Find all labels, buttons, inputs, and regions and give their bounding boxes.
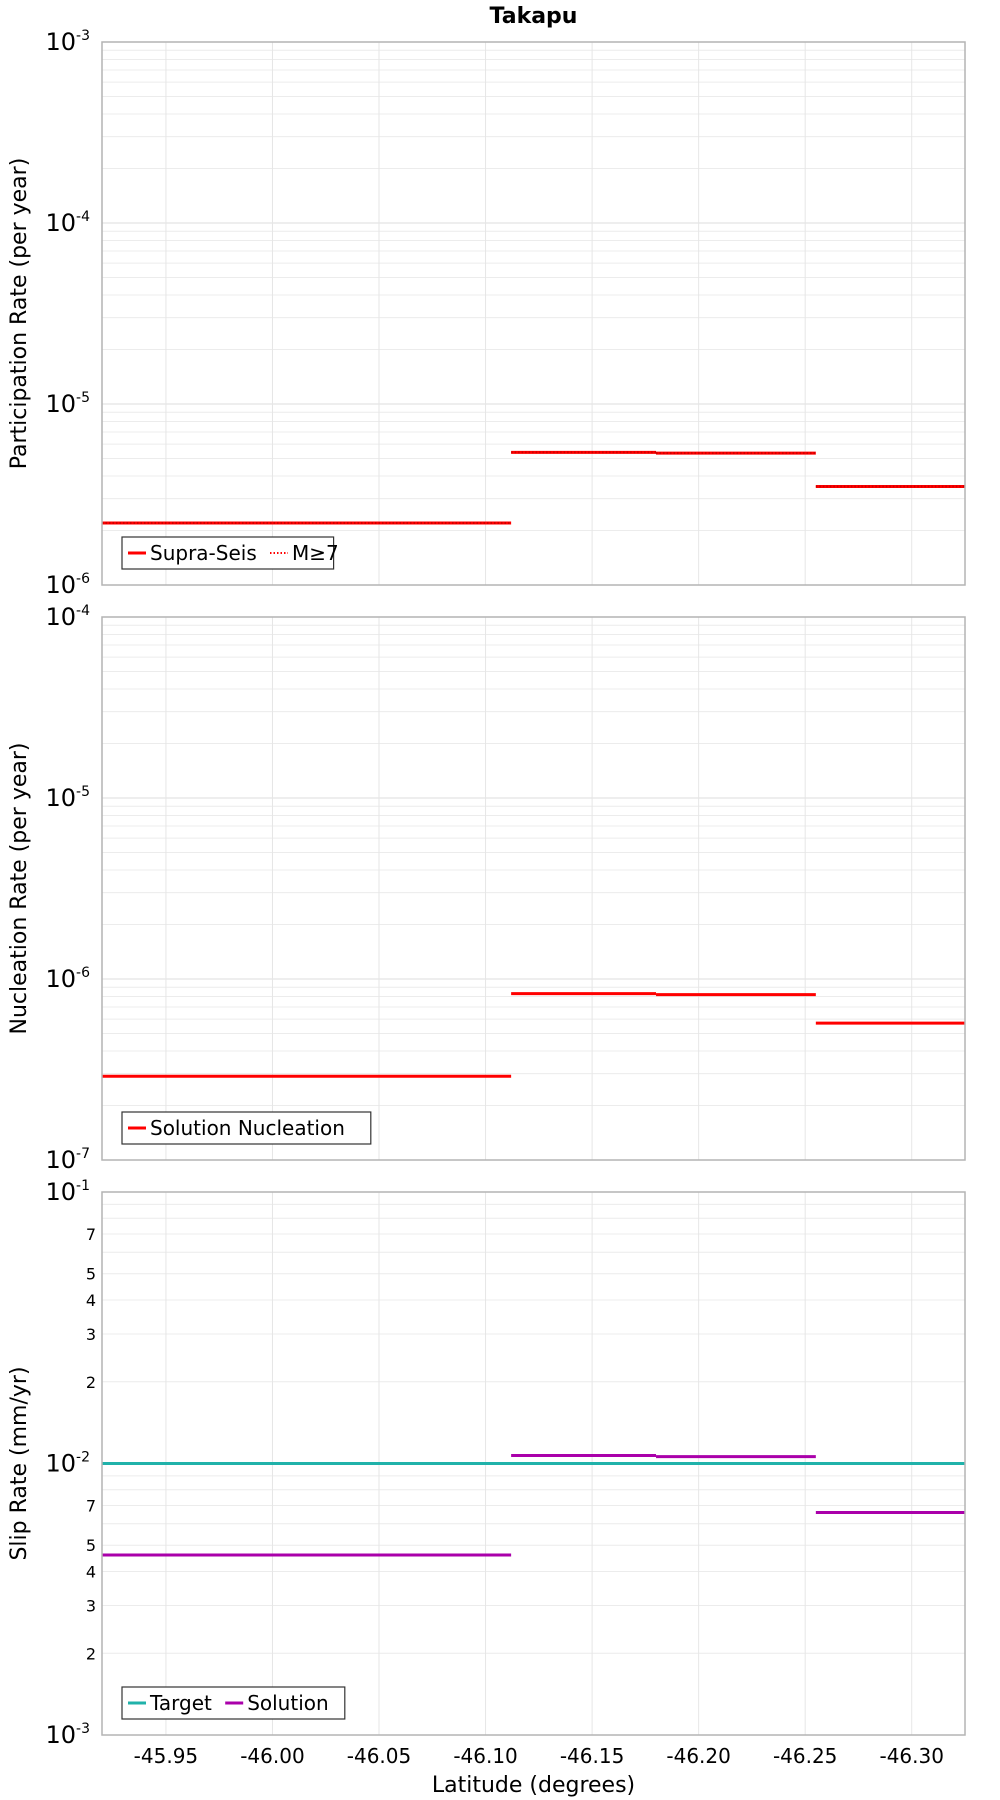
plot-frame bbox=[101, 1191, 966, 1736]
y-tick-label: 10-5 bbox=[45, 390, 90, 418]
y-minor-tick-label: 2 bbox=[86, 1644, 96, 1663]
y-minor-tick-label: 3 bbox=[86, 1325, 96, 1344]
x-tick-label: -46.05 bbox=[347, 1744, 411, 1768]
plot-frame bbox=[101, 41, 966, 586]
x-tick-label: -46.25 bbox=[773, 1744, 837, 1768]
y-minor-tick-label: 5 bbox=[86, 1265, 96, 1284]
plot-area bbox=[102, 42, 965, 585]
y-minor-tick-label: 7 bbox=[86, 1497, 96, 1516]
y-tick-label: 10-5 bbox=[45, 784, 90, 812]
y-tick-label: 10-4 bbox=[45, 209, 90, 237]
x-tick-label: -45.95 bbox=[134, 1744, 198, 1768]
y-tick-label: 10-2 bbox=[45, 1450, 90, 1478]
x-axis-label: Latitude (degrees) bbox=[432, 1773, 635, 1798]
plot-frame bbox=[101, 616, 966, 1161]
panel-1: 10-6 10-5 10-4 10-3 Participation Rate (per … bbox=[7, 28, 966, 599]
x-tick-label: -46.00 bbox=[240, 1744, 304, 1768]
x-tick-label: -46.15 bbox=[560, 1744, 624, 1768]
y-axis-label: Participation Rate (per year) bbox=[7, 158, 32, 470]
y-minor-tick-label: 2 bbox=[86, 1373, 96, 1392]
legend-label: Solution bbox=[247, 1691, 328, 1715]
y-minor-tick-label: 5 bbox=[86, 1536, 96, 1555]
plot-area bbox=[102, 617, 965, 1160]
y-tick-label: 10-3 bbox=[45, 1721, 90, 1749]
y-axis-label: Slip Rate (mm/yr) bbox=[7, 1366, 32, 1560]
x-tick-label: -46.20 bbox=[666, 1744, 730, 1768]
y-tick-label: 10-7 bbox=[45, 1146, 90, 1174]
y-tick-label: 10-6 bbox=[45, 965, 90, 993]
legend-label: M≥7 bbox=[292, 541, 339, 565]
y-minor-tick-label: 7 bbox=[86, 1225, 96, 1244]
y-axis-label: Nucleation Rate (per year) bbox=[7, 743, 32, 1035]
y-minor-tick-label: 4 bbox=[86, 1563, 96, 1582]
panel-2: 10-7 10-6 10-5 10-4 Nucleation Rate (per yea… bbox=[7, 603, 966, 1174]
chart-title: Takapu bbox=[490, 4, 578, 29]
legend: Solution Nucleation bbox=[121, 1111, 372, 1145]
y-tick-label: 10-3 bbox=[45, 28, 90, 56]
legend-box bbox=[121, 1111, 372, 1145]
y-tick-label: 10-4 bbox=[45, 603, 90, 631]
legend: Target Solution bbox=[121, 1686, 346, 1720]
legend: Supra-Seis M≥7 bbox=[121, 536, 339, 570]
y-tick-label: 10-1 bbox=[45, 1178, 90, 1206]
panel-3: 10-3 10-2 10-1 2 3 4 5 7 2 3 4 5 7 Slip Rate (mm/yr) T… bbox=[7, 1178, 966, 1749]
x-tick-label: -46.10 bbox=[453, 1744, 517, 1768]
legend-label: Solution Nucleation bbox=[150, 1116, 345, 1140]
legend-label: Supra-Seis bbox=[150, 541, 257, 565]
y-tick-label: 10-6 bbox=[45, 571, 90, 599]
y-minor-tick-label: 4 bbox=[86, 1291, 96, 1310]
x-tick-label: -46.30 bbox=[879, 1744, 943, 1768]
y-minor-tick-label: 3 bbox=[86, 1596, 96, 1615]
legend-label: Target bbox=[149, 1691, 212, 1715]
legend-box bbox=[121, 536, 335, 570]
